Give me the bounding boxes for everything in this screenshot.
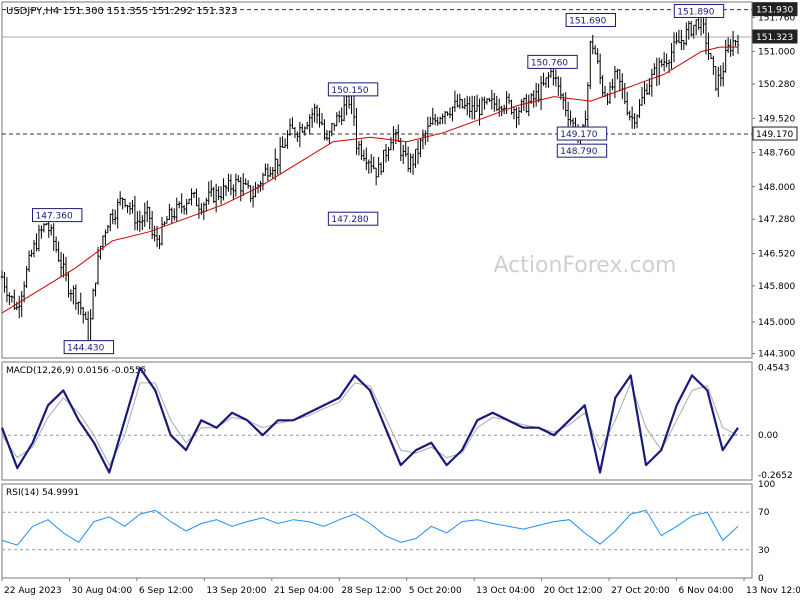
xtick-label: 27 Oct 20:00 (611, 586, 670, 596)
annotation-box (556, 126, 608, 141)
price-ytick-label: 148.000 (758, 183, 795, 193)
xtick-label: 13 Oct 04:00 (476, 586, 535, 596)
price-tag-box (752, 29, 798, 44)
moving-average-line (1, 46, 738, 314)
price-ytick-label: 146.520 (758, 249, 795, 259)
macd-ytick-label: -0.2652 (758, 471, 793, 481)
price-tag-label: 149.170 (756, 130, 793, 140)
panel-frame-1 (1, 1, 753, 359)
annotation-box (527, 54, 578, 69)
annotation-label: 149.170 (560, 130, 597, 140)
annotation-box (673, 3, 725, 18)
price-ytick-label: 145.800 (758, 282, 795, 292)
price-ytick-label: 147.280 (758, 215, 795, 225)
annotation-label: 151.890 (677, 7, 714, 17)
rsi-ytick-label: 0 (758, 574, 764, 584)
watermark: ActionForex.com (494, 253, 677, 278)
annotation-box (327, 82, 379, 97)
xtick-label: 5 Oct 20:00 (409, 586, 462, 596)
xtick-label: 6 Sep 12:00 (139, 586, 194, 596)
xtick-label: 28 Sep 12:00 (341, 586, 401, 596)
annotation-box (556, 143, 608, 158)
price-tag-box (752, 2, 798, 17)
annotation-label: 147.360 (36, 212, 73, 222)
panel-frame-3 (1, 483, 753, 579)
annotation-box (327, 211, 379, 226)
price-tag-label: 151.930 (756, 6, 793, 16)
price-tag-label: 151.323 (756, 33, 793, 43)
price-header: USDJPY,H4 151.300 151.355 151.292 151.32… (6, 6, 237, 17)
rsi-series-line (1, 509, 739, 546)
annotation-label: 151.690 (569, 16, 606, 26)
price-ytick-label: 151.000 (758, 48, 795, 58)
xtick-label: 13 Nov 12:00 (746, 586, 800, 596)
price-ytick-label: 144.300 (758, 349, 795, 359)
xtick-label: 20 Oct 12:00 (544, 586, 603, 596)
price-ytick-label: 150.280 (758, 80, 795, 90)
xtick-label: 13 Sep 20:00 (206, 586, 266, 596)
xtick-label: 6 Nov 04:00 (679, 586, 734, 596)
macd-ytick-label: 0.00 (758, 431, 778, 441)
annotation-label: 144.430 (67, 344, 104, 354)
xtick-label: 30 Aug 04:00 (71, 586, 132, 596)
rsi-header: RSI(14) 54.9991 (6, 488, 79, 498)
annotation-label: 147.280 (331, 215, 368, 225)
annotation-label: 150.150 (331, 86, 368, 96)
annotation-label: 148.790 (560, 147, 597, 157)
price-ytick-label: 145.000 (758, 318, 795, 328)
annotation-box (63, 340, 115, 355)
rsi-ytick-label: 70 (758, 508, 770, 518)
annotation-box (565, 12, 616, 27)
xtick-label: 22 Aug 2023 (4, 586, 62, 596)
rsi-ytick-label: 100 (758, 480, 775, 490)
macd-ytick-label: 0.4543 (758, 363, 790, 373)
annotation-label: 150.760 (531, 58, 568, 68)
price-tag-box (752, 126, 798, 141)
macd-header: MACD(12,26,9) 0.0156 -0.0555 (6, 366, 146, 376)
annotation-box (32, 208, 83, 223)
price-ytick-label: 151.760 (758, 13, 795, 23)
price-ytick-label: 149.520 (758, 114, 795, 124)
xtick-label: 21 Sep 04:00 (274, 586, 334, 596)
macd-series-signal (1, 382, 739, 466)
price-ytick-label: 148.760 (758, 149, 795, 159)
rsi-ytick-label: 30 (758, 546, 770, 556)
macd-series-macd (0, 366, 739, 474)
panel-frame-2 (1, 361, 753, 481)
